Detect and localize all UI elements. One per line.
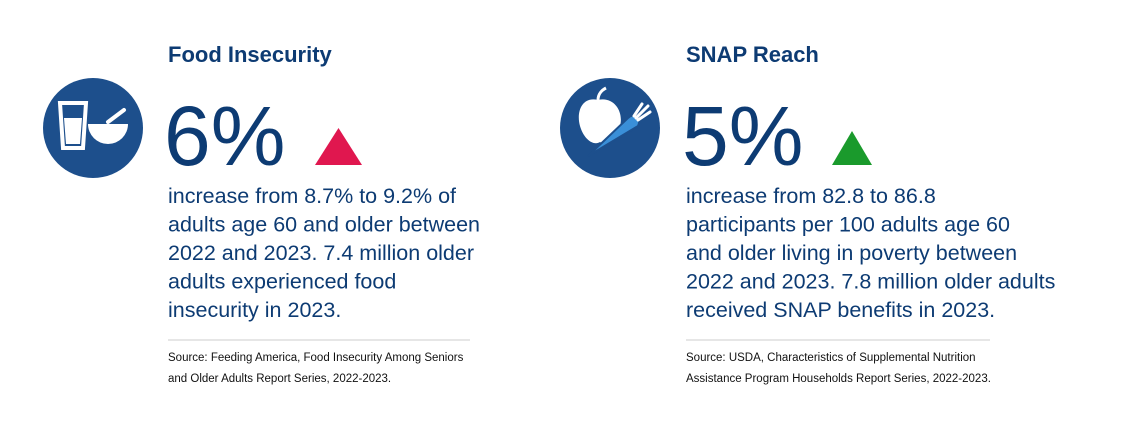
source-line: Source: Feeding America, Food Insecurity… [168,352,464,364]
description-line: insecurity in 2023. [168,298,341,322]
description-line: 2022 and 2023. 7.8 million older adults [686,270,1055,294]
source-line: Assistance Program Households Report Ser… [686,373,991,385]
produce-icon [560,78,660,178]
card-title: SNAP Reach [686,42,819,67]
description-line: adults age 60 and older between [168,213,480,237]
source-line: Source: USDA, Characteristics of Supplem… [686,352,976,364]
stat-value: 5% [682,89,803,183]
description-line: adults experienced food [168,270,396,294]
description-line: and older living in poverty between [686,241,1017,265]
trend-up-red [315,128,362,165]
description-line: received SNAP benefits in 2023. [686,298,995,322]
description-line: participants per 100 adults age 60 [686,213,1010,237]
trend-up-green [832,131,872,165]
food-icon [43,78,143,178]
description-line: increase from 82.8 to 86.8 [686,184,936,208]
description-line: increase from 8.7% to 9.2% of [168,184,456,208]
stat-value: 6% [164,89,285,183]
source-line: and Older Adults Report Series, 2022-202… [168,373,391,385]
description-line: 2022 and 2023. 7.4 million older [168,241,474,265]
card-title: Food Insecurity [168,42,333,67]
